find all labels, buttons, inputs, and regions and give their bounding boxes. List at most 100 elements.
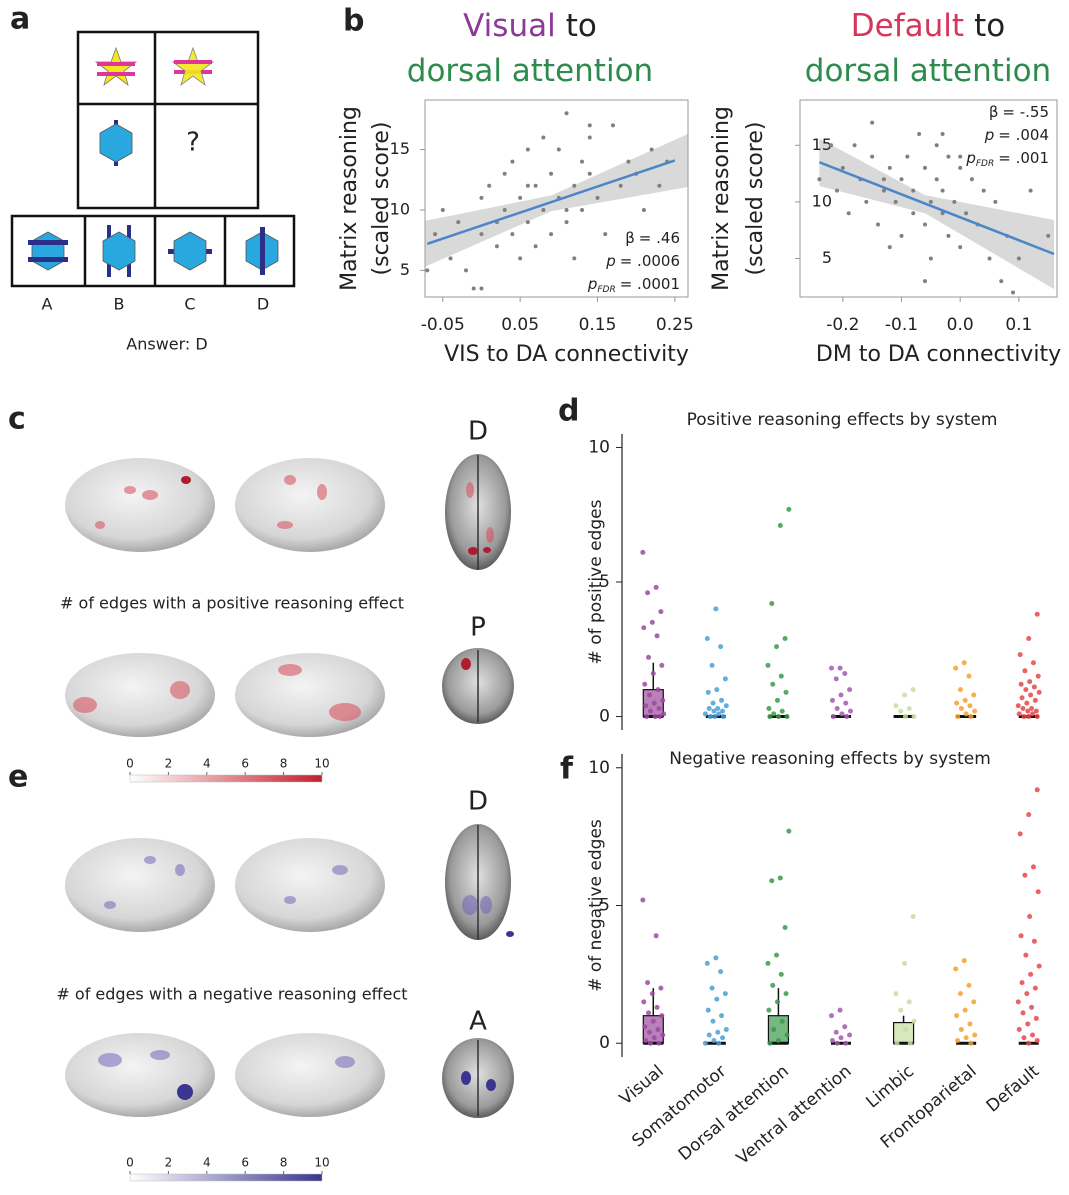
data-point: [894, 1041, 899, 1046]
data-point: [774, 953, 779, 958]
panel-label: d: [558, 394, 579, 429]
option-label: B: [114, 295, 125, 314]
data-point: [713, 606, 718, 611]
data-point: [769, 601, 774, 606]
data-point: [779, 972, 784, 977]
puzzle-answer: Answer: D: [126, 335, 207, 354]
data-point: [929, 200, 933, 204]
data-point: [780, 1019, 785, 1024]
x-tick-label: 0.0: [947, 315, 974, 335]
data-point: [646, 655, 651, 660]
colorbar-tick-label: 4: [203, 1156, 211, 1170]
data-point: [954, 701, 959, 706]
data-point: [831, 714, 836, 719]
brain-caption: # of edges with a positive reasoning eff…: [60, 594, 404, 613]
data-point: [1036, 889, 1041, 894]
data-point: [786, 507, 791, 512]
panel-label: f: [560, 752, 574, 787]
title-part: Visual: [463, 8, 556, 44]
y-tick-label: 5: [599, 572, 610, 592]
data-point: [935, 177, 939, 181]
data-point: [487, 184, 491, 188]
colorbar-tick-label: 4: [203, 757, 211, 771]
data-point: [783, 636, 788, 641]
data-point: [842, 671, 847, 676]
data-point: [1025, 1021, 1030, 1026]
data-point: [958, 687, 963, 692]
data-point: [433, 232, 437, 236]
colorbar-tick-label: 8: [280, 757, 288, 771]
data-point: [770, 983, 775, 988]
data-point: [651, 671, 656, 676]
data-point: [644, 714, 649, 719]
data-point: [903, 1027, 908, 1032]
option-label: C: [184, 295, 195, 314]
data-point: [766, 706, 771, 711]
data-point: [898, 1008, 903, 1013]
data-point: [958, 166, 962, 170]
data-point: [1031, 660, 1036, 665]
colorbar-tick-label: 2: [165, 757, 173, 771]
title-part: to: [566, 8, 597, 44]
data-point: [716, 1041, 721, 1046]
view-label: D: [468, 787, 488, 817]
data-point: [557, 148, 561, 152]
chart-title: dorsal attention: [805, 53, 1051, 89]
data-point: [1035, 612, 1040, 617]
data-point: [946, 234, 950, 238]
data-point: [1032, 684, 1037, 689]
data-point: [464, 268, 468, 272]
data-point: [654, 585, 659, 590]
y-axis-label: Matrix reasoning: [337, 106, 362, 291]
stat-text: = .004: [998, 126, 1049, 144]
data-point: [510, 160, 514, 164]
data-point: [829, 143, 833, 147]
title-part: dorsal attention: [407, 53, 653, 89]
puzzle-shapes: [28, 48, 278, 277]
data-point: [1031, 864, 1036, 869]
data-point: [963, 698, 968, 703]
colorbar-tick-label: 0: [126, 1156, 134, 1170]
data-point: [503, 172, 507, 176]
y-tick-label: 5: [400, 260, 410, 279]
data-point: [724, 1027, 729, 1032]
data-point: [775, 999, 780, 1004]
data-point: [1029, 189, 1033, 193]
figure: a b c d e f ? A B C D Answer: D: [0, 0, 1069, 1195]
data-point: [651, 1019, 656, 1024]
data-point: [988, 257, 992, 261]
data-point: [784, 690, 789, 695]
data-point: [703, 1041, 708, 1046]
data-point: [705, 636, 710, 641]
data-point: [929, 257, 933, 261]
data-point: [1021, 714, 1026, 719]
data-point: [769, 878, 774, 883]
data-point: [776, 1038, 781, 1043]
data-point: [656, 687, 661, 692]
brain-caption: # of edges with a negative reasoning eff…: [56, 985, 407, 1004]
data-point: [534, 244, 538, 248]
data-point: [900, 177, 904, 181]
colorbar-tick-label: 6: [241, 1156, 249, 1170]
data-point: [710, 986, 715, 991]
data-point: [1017, 1027, 1022, 1032]
data-point: [705, 961, 710, 966]
title-part: Default: [851, 8, 964, 44]
data-point: [911, 189, 915, 193]
data-point: [655, 1005, 660, 1010]
data-point: [786, 829, 791, 834]
data-point: [780, 709, 785, 714]
data-point: [541, 208, 545, 212]
data-point: [959, 1027, 964, 1032]
data-point: [1022, 873, 1027, 878]
colorbar: [130, 775, 322, 782]
chart-title: Defaultto: [851, 8, 1005, 44]
data-point: [711, 1038, 716, 1043]
stat-annotation: pFDR= .001: [965, 149, 1049, 169]
panel-label: e: [8, 760, 28, 795]
data-point: [1017, 711, 1022, 716]
data-point: [848, 709, 853, 714]
data-point: [767, 1041, 772, 1046]
x-tick-label: Default: [983, 1061, 1044, 1116]
data-point: [518, 256, 522, 260]
